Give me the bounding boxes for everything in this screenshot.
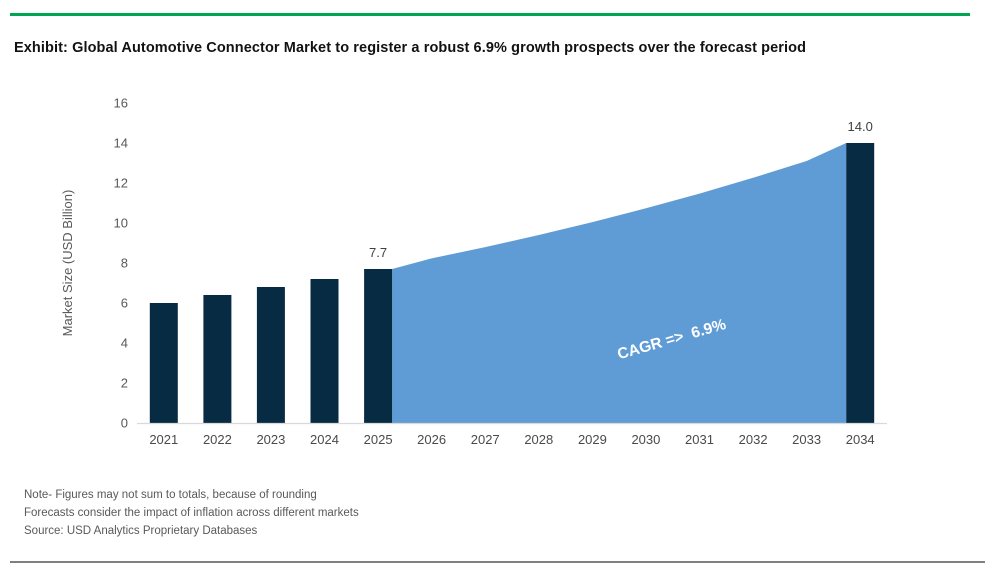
y-tick-label-8: 8 xyxy=(121,256,128,271)
y-tick-label-2: 2 xyxy=(121,376,128,391)
y-tick-label-4: 4 xyxy=(121,336,128,351)
footnote-inflation: Forecasts consider the impact of inflati… xyxy=(24,507,359,519)
bar-2034 xyxy=(846,143,875,423)
y-tick-label-0: 0 xyxy=(121,416,128,431)
bar-2021 xyxy=(149,303,178,423)
x-tick-label-2032: 2032 xyxy=(739,432,768,447)
x-tick-label-2034: 2034 xyxy=(846,432,875,447)
bar-2024 xyxy=(310,279,339,423)
page-title: Exhibit: Global Automotive Connector Mar… xyxy=(14,40,807,56)
x-tick-label-2021: 2021 xyxy=(149,432,178,447)
x-tick-label-2023: 2023 xyxy=(256,432,285,447)
footnote-source: Source: USD Analytics Proprietary Databa… xyxy=(24,525,258,537)
y-axis-title: Market Size (USD Billion) xyxy=(60,190,75,337)
forecast-area xyxy=(392,143,847,423)
x-tick-label-2031: 2031 xyxy=(685,432,714,447)
x-tick-label-2028: 2028 xyxy=(524,432,553,447)
y-tick-label-6: 6 xyxy=(121,296,128,311)
y-tick-label-12: 12 xyxy=(114,176,128,191)
y-tick-label-16: 16 xyxy=(114,96,128,111)
y-tick-label-14: 14 xyxy=(114,136,128,151)
x-tick-label-2026: 2026 xyxy=(417,432,446,447)
value-label-2025: 7.7 xyxy=(369,245,387,260)
x-tick-label-2027: 2027 xyxy=(471,432,500,447)
x-tick-label-2024: 2024 xyxy=(310,432,339,447)
bottom-rule xyxy=(10,561,985,563)
bar-2023 xyxy=(256,287,285,423)
bar-2025 xyxy=(364,269,393,423)
top-accent-rule xyxy=(10,13,970,16)
value-label-2034: 14.0 xyxy=(848,119,873,134)
footnote-rounding: Note- Figures may not sum to totals, bec… xyxy=(24,489,317,501)
y-tick-label-10: 10 xyxy=(114,216,128,231)
x-tick-label-2022: 2022 xyxy=(203,432,232,447)
x-tick-label-2030: 2030 xyxy=(631,432,660,447)
x-tick-label-2029: 2029 xyxy=(578,432,607,447)
footnotes: Note- Figures may not sum to totals, bec… xyxy=(24,486,359,540)
x-tick-label-2033: 2033 xyxy=(792,432,821,447)
x-tick-label-2025: 2025 xyxy=(364,432,393,447)
bar-2022 xyxy=(203,295,232,423)
